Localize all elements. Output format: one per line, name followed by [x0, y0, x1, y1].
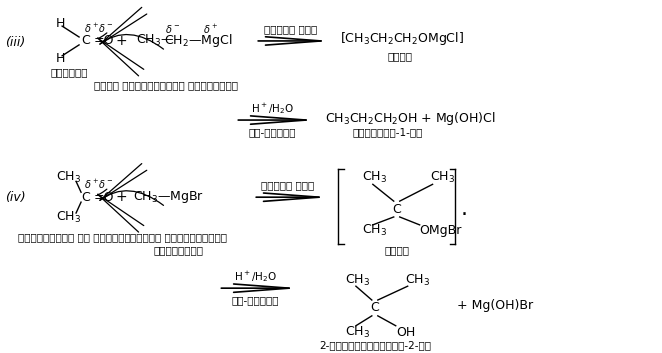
Text: C: C — [81, 35, 90, 47]
Text: H$^+$/H$_2$O: H$^+$/H$_2$O — [234, 269, 277, 284]
Text: $\delta^+$: $\delta^+$ — [84, 22, 99, 35]
Text: CH$_2$—MgCl: CH$_2$—MgCl — [164, 32, 232, 49]
Text: [CH$_3$CH$_2$CH$_2$OMgCl]: [CH$_3$CH$_2$CH$_2$OMgCl] — [340, 30, 464, 47]
Text: CH$_3$: CH$_3$ — [404, 273, 430, 288]
Text: 2-मेथिलप्रोपेन-2-ऑल: 2-मेथिलप्रोपेन-2-ऑल — [319, 341, 431, 351]
Text: .: . — [461, 199, 467, 219]
Text: जल-अपघटन: जल-अपघटन — [248, 127, 296, 137]
Text: $\delta^+$: $\delta^+$ — [84, 178, 99, 191]
Text: CH$_3$: CH$_3$ — [362, 170, 387, 185]
Text: =O: =O — [94, 191, 115, 204]
Text: मेथिल मैग्नीशियम: मेथिल मैग्नीशियम — [130, 232, 227, 242]
Text: H: H — [56, 17, 66, 30]
Text: मेथेनल: मेथेनल — [50, 67, 88, 78]
Text: H$^+$/H$_2$O: H$^+$/H$_2$O — [251, 101, 294, 116]
Text: एथिल मैग्नीशियम क्लोराइड: एथिल मैग्नीशियम क्लोराइड — [94, 80, 238, 90]
Text: OH: OH — [397, 326, 416, 339]
Text: योगज: योगज — [384, 246, 409, 256]
Text: =O: =O — [94, 35, 115, 47]
Text: $\delta^+$: $\delta^+$ — [203, 23, 217, 36]
Text: $\delta^-$: $\delta^-$ — [98, 178, 113, 190]
Text: +: + — [115, 190, 126, 204]
Text: प्रोपेनोन या एसीटोन: प्रोपेनोन या एसीटोन — [18, 232, 130, 242]
Text: OMgBr: OMgBr — [420, 224, 462, 237]
Text: CH$_3$—: CH$_3$— — [136, 34, 174, 48]
Text: C: C — [81, 191, 90, 204]
Text: (iv): (iv) — [5, 191, 26, 204]
Text: प्रोपेन-1-ऑल: प्रोपेन-1-ऑल — [353, 127, 423, 137]
Text: +: + — [115, 34, 126, 48]
Text: $\delta^-$: $\delta^-$ — [98, 22, 113, 34]
Text: जल-अपघटन: जल-अपघटन — [232, 295, 279, 305]
Text: C: C — [393, 203, 401, 216]
Text: (iii): (iii) — [5, 36, 26, 49]
Text: CH$_3$: CH$_3$ — [430, 170, 455, 185]
Text: CH$_3$: CH$_3$ — [56, 170, 81, 185]
Text: CH$_3$: CH$_3$ — [345, 273, 370, 288]
Text: CH$_3$: CH$_3$ — [56, 209, 81, 225]
Text: शुष्क ईथर: शुष्क ईथर — [263, 24, 317, 34]
Text: CH$_3$: CH$_3$ — [362, 223, 387, 238]
Text: C: C — [371, 301, 379, 315]
Text: CH$_3$CH$_2$CH$_2$OH + Mg(OH)Cl: CH$_3$CH$_2$CH$_2$OH + Mg(OH)Cl — [325, 109, 496, 127]
Text: ब्रोमाइड: ब्रोमाइड — [154, 246, 204, 256]
Text: योगज: योगज — [387, 51, 412, 61]
Text: $\delta^-$: $\delta^-$ — [165, 23, 180, 35]
Text: + Mg(OH)Br: + Mg(OH)Br — [457, 299, 534, 312]
Text: CH$_3$—MgBr: CH$_3$—MgBr — [133, 189, 204, 205]
Text: H: H — [56, 52, 66, 65]
Text: शुष्क ईथर: शुष्क ईथर — [261, 180, 314, 190]
Text: CH$_3$: CH$_3$ — [345, 325, 370, 340]
